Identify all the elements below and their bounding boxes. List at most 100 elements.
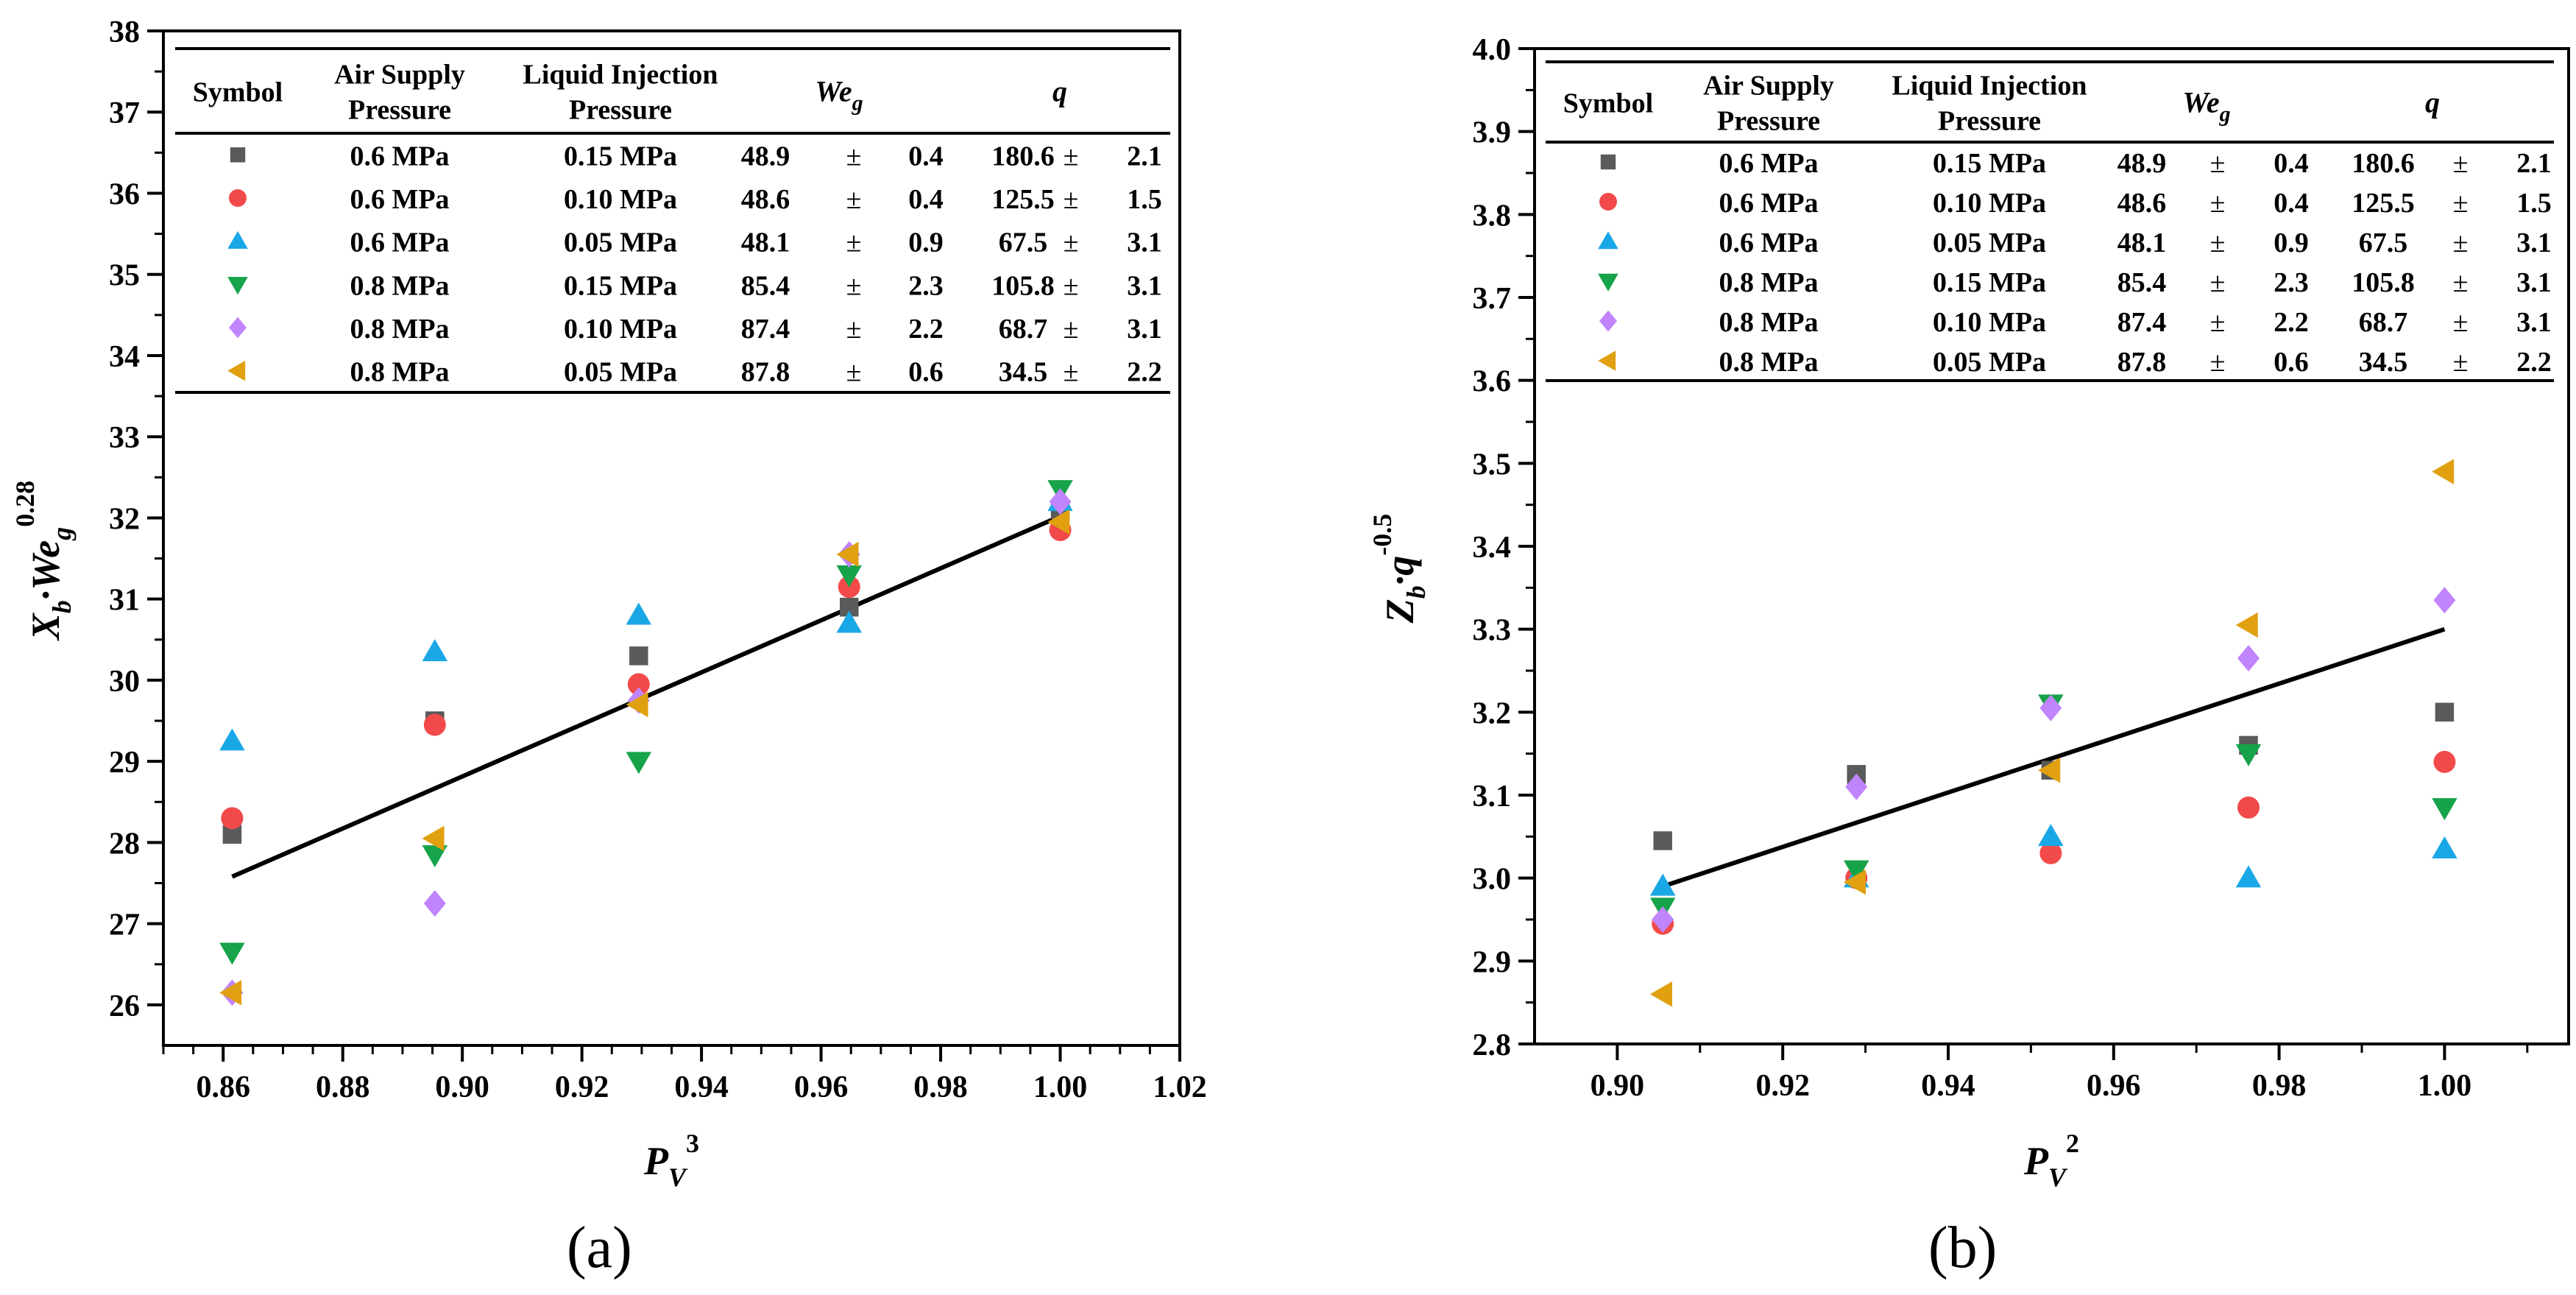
data-point [2235, 865, 2262, 888]
panel-label-a: (a) [567, 1215, 632, 1280]
legend-q-err: 3.1 [1127, 314, 1162, 345]
legend-weg-pm: ± [846, 314, 862, 345]
legend-weg-pm: ± [2210, 267, 2226, 298]
data-point [2433, 750, 2456, 773]
data-point [836, 541, 859, 568]
legend-q-value: 68.7 [2359, 307, 2408, 338]
y-axis-label-mid: ·q [1378, 556, 1422, 586]
data-point [1843, 860, 1869, 883]
data-point [836, 565, 863, 587]
x-axis-label: PV 3 [643, 1129, 699, 1192]
x-tick-label: 1.02 [1153, 1070, 1207, 1104]
legend-marker [1598, 273, 1618, 292]
y-tick-label: 3.5 [1473, 448, 1512, 481]
legend-weg-err: 0.4 [2274, 148, 2309, 179]
legend-liquid: 0.15 MPa [564, 141, 677, 172]
y-tick-label: 36 [109, 177, 140, 211]
legend-weg-pm: ± [846, 184, 862, 215]
legend-marker [227, 230, 248, 249]
x-tick-label: 0.90 [1590, 1069, 1645, 1103]
legend-air: 0.6 MPa [1719, 227, 1818, 258]
table-header-weg-sub: g [2219, 102, 2231, 127]
data-point [2235, 612, 2258, 638]
y-axis-label-sub: b [1401, 585, 1431, 599]
data-point [2038, 757, 2061, 783]
y-tick-label: 31 [109, 584, 140, 618]
legend-marker [229, 189, 247, 207]
y-axis-label-mid: ·We [24, 540, 68, 600]
legend-q-pm: ± [2453, 148, 2469, 179]
legend-weg-err: 0.9 [2274, 227, 2309, 258]
legend-air: 0.6 MPa [1719, 148, 1818, 179]
legend-liquid: 0.05 MPa [1933, 227, 2046, 258]
y-tick-label: 3.9 [1473, 116, 1512, 150]
legend-q-pm: ± [2453, 307, 2469, 338]
data-point [422, 825, 445, 852]
legend-liquid: 0.05 MPa [1933, 347, 2046, 378]
data-point [2435, 702, 2455, 722]
legend-weg-value: 87.4 [741, 314, 790, 345]
chart-panel-b: 2.8 2.9 3.0 3.1 3.2 3.3 3.4 3.5 3.6 3.7 3.8 3.9 4.0 0… [1367, 33, 2570, 1192]
table-header-q: q [2425, 86, 2440, 119]
x-axis-label-sub: V [668, 1162, 688, 1192]
legend-q-value: 125.5 [2352, 188, 2415, 219]
legend-marker [230, 147, 246, 163]
legend-q-err: 2.2 [1127, 357, 1162, 388]
data-point [422, 845, 448, 868]
legend-marker [1600, 154, 1616, 170]
legend-weg-pm: ± [2210, 227, 2226, 258]
x-tick-label: 0.96 [794, 1070, 849, 1104]
legend-marker [1599, 193, 1617, 211]
legend-air: 0.8 MPa [1719, 307, 1818, 338]
x-tick-label: 0.98 [2252, 1069, 2307, 1103]
legend-liquid: 0.15 MPa [564, 270, 677, 301]
y-tick-label: 3.6 [1473, 365, 1512, 399]
x-tick-label: 0.96 [2087, 1069, 2141, 1103]
data-point [1049, 488, 1072, 515]
chart-panel-a: 26 27 28 29 30 31 32 33 34 35 36 37 38 0.86 0.88 0.90 0.… [10, 15, 1207, 1192]
y-tick-label: 37 [109, 96, 140, 130]
data-point [2039, 694, 2062, 721]
legend-liquid: 0.10 MPa [564, 184, 677, 215]
legend-weg-value: 85.4 [2117, 267, 2167, 298]
y-tick-label: 29 [109, 746, 140, 780]
x-tick-label: 0.90 [435, 1070, 489, 1104]
legend-weg-err: 2.2 [908, 314, 944, 345]
legend-q-err: 3.1 [2516, 227, 2552, 258]
legend-q-pm: ± [2453, 188, 2469, 219]
y-tick-label: 30 [109, 665, 140, 699]
legend-air: 0.6 MPa [350, 141, 449, 172]
legend-weg-value: 87.8 [2117, 347, 2167, 378]
legend-q-err: 3.1 [2516, 267, 2552, 298]
data-point [2432, 459, 2455, 484]
legend-liquid: 0.10 MPa [564, 314, 677, 345]
legend-marker [227, 360, 246, 381]
x-tick-label: 0.98 [913, 1070, 968, 1104]
y-axis-label-main: Z [1378, 599, 1422, 624]
legend-q-pm: ± [1064, 314, 1079, 345]
legend-air: 0.8 MPa [350, 314, 449, 345]
y-tick-label: 4.0 [1473, 33, 1512, 67]
legend-weg-pm: ± [2210, 188, 2226, 219]
data-point [626, 602, 652, 625]
legend-weg-value: 48.9 [2117, 148, 2167, 179]
data-point [1047, 509, 1070, 535]
y-tick-label: 32 [109, 502, 140, 536]
legend-q-pm: ± [1064, 141, 1079, 172]
legend-weg-err: 2.2 [2274, 307, 2309, 338]
y-axis-label-main: X [24, 612, 68, 641]
legend-marker [227, 277, 248, 295]
data-point [1649, 981, 1672, 1007]
legend-marker [1598, 350, 1616, 371]
legend-weg-pm: ± [846, 270, 862, 301]
legend-q-err: 2.1 [1127, 141, 1162, 172]
legend-marker [229, 317, 247, 339]
x-axis-label: PV 2 [2023, 1129, 2079, 1192]
table-header-weg-main: We [2182, 86, 2219, 119]
data-point [1843, 869, 1866, 895]
plot-frame [162, 29, 1181, 1047]
legend-marker [1599, 310, 1617, 332]
table-header-liquid-1: Liquid Injection [1892, 71, 2087, 102]
legend-q-pm: ± [2453, 227, 2469, 258]
data-point [422, 639, 448, 662]
